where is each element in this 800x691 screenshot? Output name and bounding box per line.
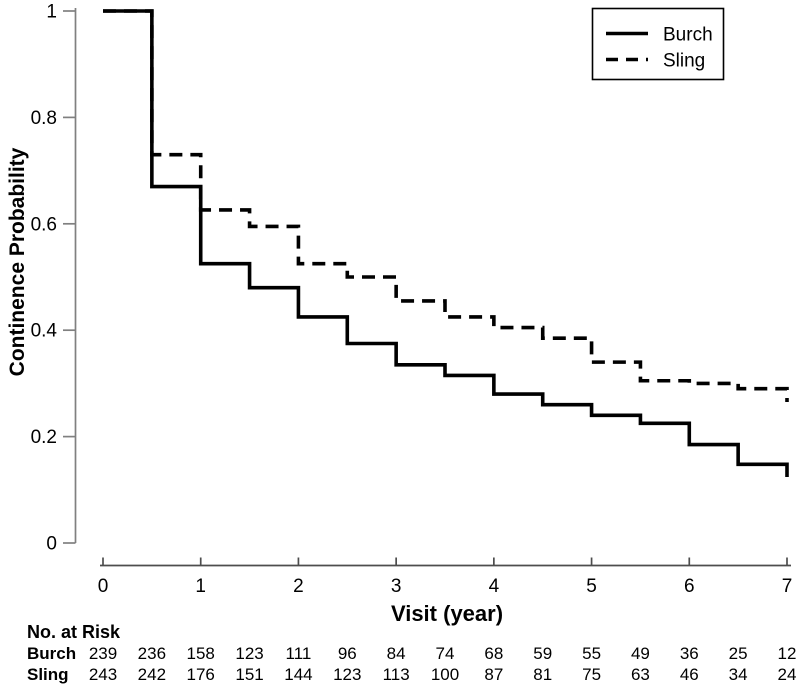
y-tick-label: 0.8	[31, 108, 57, 129]
risk-count-sling: 243	[89, 665, 117, 684]
x-tick-label: 2	[293, 576, 304, 597]
x-tick-label: 4	[489, 576, 500, 597]
risk-count-sling: 176	[187, 665, 215, 684]
x-axis-title: Visit (year)	[391, 601, 503, 626]
risk-count-burch: 49	[631, 644, 650, 663]
survival-curves	[103, 9, 789, 478]
y-tick-label: 0.6	[31, 214, 57, 235]
risk-table-title: No. at Risk	[27, 622, 121, 642]
y-axis: 0 0.2 0.4 0.6 0.8 1	[31, 2, 77, 555]
risk-count-burch: 59	[533, 644, 552, 663]
risk-count-burch: 25	[729, 644, 748, 663]
risk-row-label-burch: Burch	[27, 644, 76, 663]
y-tick-label: 0	[46, 534, 57, 555]
risk-count-burch: 111	[286, 644, 312, 663]
risk-counts: 239 236 158 123 111 96 84 74 68 59 55 49 36 25 12 243 24…	[89, 644, 797, 684]
risk-count-burch: 158	[187, 644, 215, 663]
x-tick-label: 7	[782, 576, 793, 597]
risk-table: No. at Risk Burch Sling 239 236 158 123 111 9…	[27, 622, 796, 684]
y-tick-label: 0.2	[31, 427, 57, 448]
risk-count-sling: 87	[484, 665, 503, 684]
legend-label-burch: Burch	[663, 25, 713, 46]
x-tick-label: 1	[195, 576, 206, 597]
risk-count-burch: 236	[138, 644, 166, 663]
burch-curve	[103, 9, 789, 478]
risk-count-sling: 24	[778, 665, 797, 684]
risk-count-sling: 81	[533, 665, 552, 684]
y-axis-title: Continence Probability	[6, 147, 29, 376]
x-tick-label: 6	[684, 576, 695, 597]
y-tick-label: 1	[46, 2, 57, 23]
y-tick-label: 0.4	[31, 321, 58, 342]
risk-count-burch: 68	[484, 644, 503, 663]
legend-label-sling: Sling	[663, 51, 705, 72]
risk-count-burch: 84	[387, 644, 406, 663]
x-tick-label: 0	[98, 576, 109, 597]
risk-count-sling: 242	[138, 665, 166, 684]
risk-count-burch: 74	[436, 644, 455, 663]
legend-box	[591, 7, 725, 81]
risk-count-sling: 113	[383, 665, 410, 684]
risk-count-burch: 96	[338, 644, 357, 663]
risk-count-sling: 151	[235, 665, 263, 684]
x-tick-label: 3	[391, 576, 402, 597]
risk-row-label-sling: Sling	[27, 665, 69, 684]
risk-count-sling: 144	[284, 665, 312, 684]
risk-count-sling: 123	[333, 665, 361, 684]
risk-count-burch: 36	[680, 644, 699, 663]
risk-count-burch: 12	[778, 644, 797, 663]
risk-count-burch: 55	[582, 644, 601, 663]
risk-count-sling: 100	[431, 665, 459, 684]
risk-count-sling: 75	[582, 665, 601, 684]
risk-count-sling: 46	[680, 665, 699, 684]
risk-count-sling: 63	[631, 665, 650, 684]
sling-curve	[103, 9, 789, 403]
risk-count-burch: 123	[235, 644, 263, 663]
legend: Burch Sling	[591, 7, 725, 81]
x-axis: 0 1 2 3 4 5 6 7	[98, 557, 793, 597]
risk-count-burch: 239	[89, 644, 117, 663]
risk-count-sling: 34	[729, 665, 748, 684]
x-tick-label: 5	[586, 576, 597, 597]
